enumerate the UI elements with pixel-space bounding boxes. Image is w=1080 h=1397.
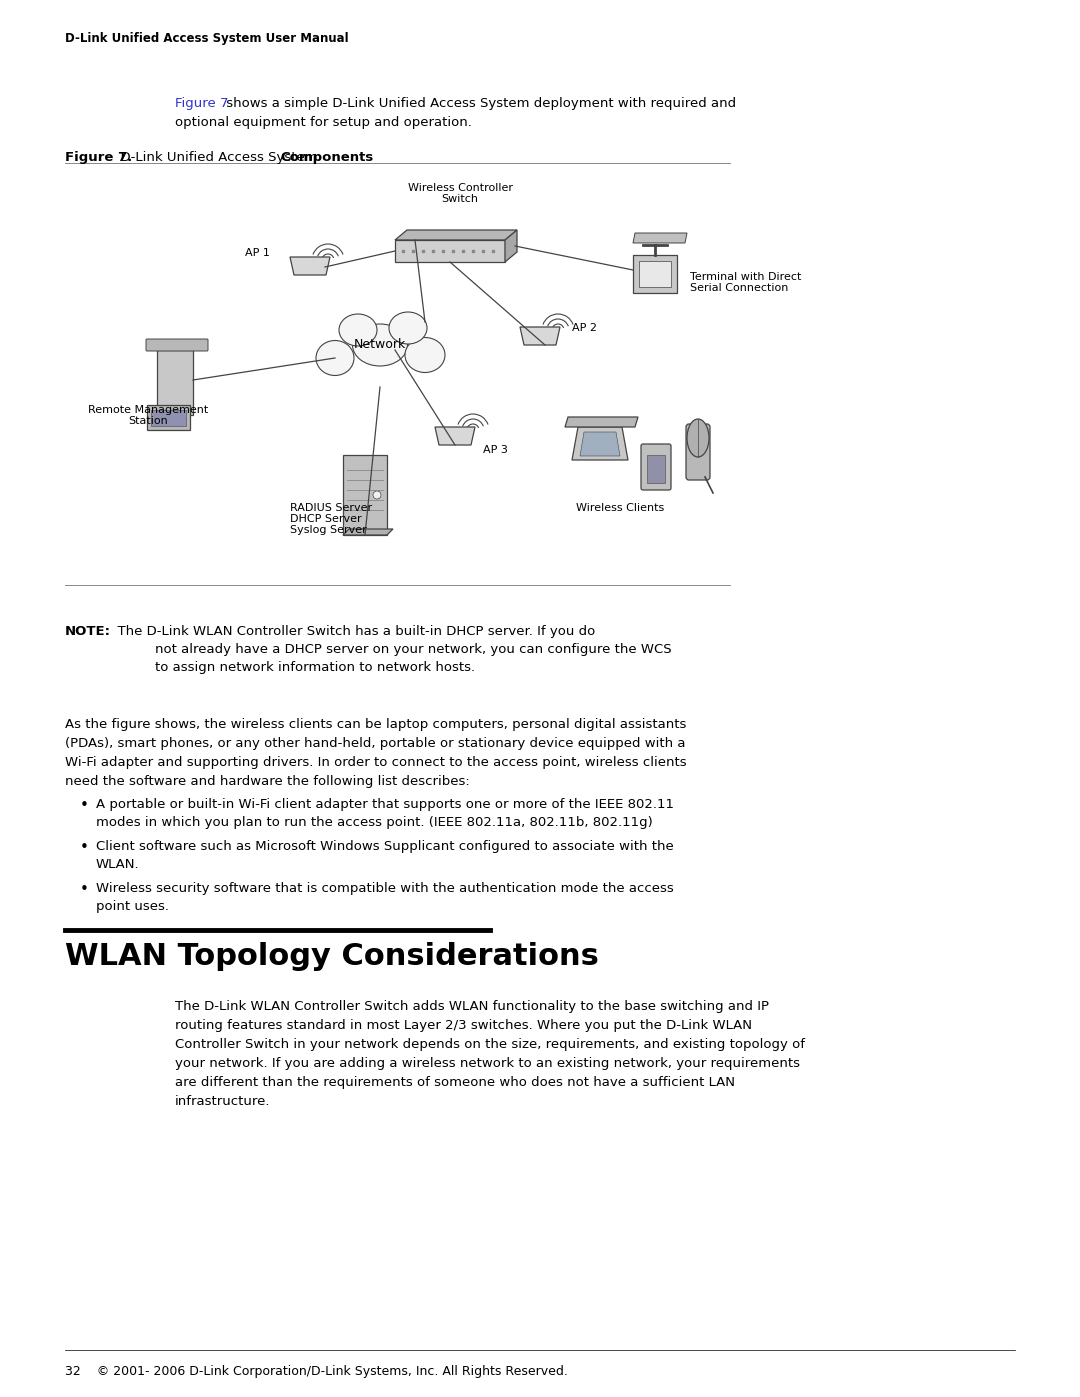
Text: (PDAs), smart phones, or any other hand-held, portable or stationary device equi: (PDAs), smart phones, or any other hand-… — [65, 738, 686, 750]
Ellipse shape — [316, 341, 354, 376]
Polygon shape — [151, 409, 186, 426]
Polygon shape — [565, 416, 638, 427]
Text: AP 2: AP 2 — [572, 323, 597, 332]
Polygon shape — [343, 529, 393, 535]
Text: Client software such as Microsoft Windows Supplicant configured to associate wit: Client software such as Microsoft Window… — [96, 840, 674, 854]
Text: •: • — [80, 882, 89, 897]
Text: Switch: Switch — [442, 194, 478, 204]
Ellipse shape — [339, 314, 377, 346]
Text: DHCP Server: DHCP Server — [291, 514, 362, 524]
Text: NOTE:: NOTE: — [65, 624, 111, 638]
Text: 32    © 2001- 2006 D-Link Corporation/D-Link Systems, Inc. All Rights Reserved.: 32 © 2001- 2006 D-Link Corporation/D-Lin… — [65, 1365, 568, 1377]
Text: Wireless Clients: Wireless Clients — [576, 503, 664, 513]
Polygon shape — [395, 231, 517, 240]
Text: WLAN Topology Considerations: WLAN Topology Considerations — [65, 942, 599, 971]
Polygon shape — [157, 351, 193, 415]
Text: •: • — [80, 840, 89, 855]
FancyBboxPatch shape — [642, 444, 671, 490]
Text: Remote Management: Remote Management — [87, 405, 208, 415]
Text: not already have a DHCP server on your network, you can configure the WCS: not already have a DHCP server on your n… — [156, 643, 672, 657]
Text: Station: Station — [129, 416, 167, 426]
FancyBboxPatch shape — [686, 425, 710, 481]
Ellipse shape — [352, 324, 407, 366]
Text: D-Link Unified Access System: D-Link Unified Access System — [112, 151, 322, 163]
Text: infrastructure.: infrastructure. — [175, 1095, 270, 1108]
Text: Network: Network — [354, 338, 406, 352]
Circle shape — [373, 490, 381, 499]
Text: Components: Components — [280, 151, 374, 163]
Polygon shape — [639, 261, 671, 286]
Text: D-Link Unified Access System User Manual: D-Link Unified Access System User Manual — [65, 32, 349, 45]
Polygon shape — [395, 240, 505, 263]
Polygon shape — [147, 405, 190, 430]
Text: shows a simple D-Link Unified Access System deployment with required and: shows a simple D-Link Unified Access Sys… — [222, 96, 737, 110]
Text: Syslog Server: Syslog Server — [291, 525, 367, 535]
Polygon shape — [435, 427, 475, 446]
Ellipse shape — [687, 419, 708, 457]
FancyBboxPatch shape — [146, 339, 208, 351]
Text: The D-Link WLAN Controller Switch adds WLAN functionality to the base switching : The D-Link WLAN Controller Switch adds W… — [175, 1000, 769, 1013]
Text: modes in which you plan to run the access point. (IEEE 802.11a, 802.11b, 802.11g: modes in which you plan to run the acces… — [96, 816, 652, 828]
Polygon shape — [505, 231, 517, 263]
Polygon shape — [580, 432, 620, 455]
Polygon shape — [291, 257, 330, 275]
Text: optional equipment for setup and operation.: optional equipment for setup and operati… — [175, 116, 472, 129]
Text: Controller Switch in your network depends on the size, requirements, and existin: Controller Switch in your network depend… — [175, 1038, 805, 1051]
FancyBboxPatch shape — [647, 455, 665, 483]
Text: AP 3: AP 3 — [483, 446, 508, 455]
Text: your network. If you are adding a wireless network to an existing network, your : your network. If you are adding a wirele… — [175, 1058, 800, 1070]
Text: are different than the requirements of someone who does not have a sufficient LA: are different than the requirements of s… — [175, 1076, 735, 1090]
Text: routing features standard in most Layer 2/3 switches. Where you put the D-Link W: routing features standard in most Layer … — [175, 1018, 752, 1032]
Text: •: • — [80, 798, 89, 813]
Text: Figure 7.: Figure 7. — [65, 151, 132, 163]
Text: to assign network information to network hosts.: to assign network information to network… — [156, 661, 475, 673]
Text: Serial Connection: Serial Connection — [690, 284, 788, 293]
Polygon shape — [633, 256, 677, 293]
Text: WLAN.: WLAN. — [96, 858, 139, 870]
Polygon shape — [519, 327, 561, 345]
Text: need the software and hardware the following list describes:: need the software and hardware the follo… — [65, 775, 470, 788]
Text: point uses.: point uses. — [96, 900, 168, 914]
Polygon shape — [343, 455, 387, 535]
Text: AP 1: AP 1 — [245, 249, 270, 258]
Text: The D-Link WLAN Controller Switch has a built-in DHCP server. If you do: The D-Link WLAN Controller Switch has a … — [109, 624, 595, 638]
Text: Terminal with Direct: Terminal with Direct — [690, 272, 801, 282]
Polygon shape — [572, 427, 627, 460]
Text: RADIUS Server: RADIUS Server — [291, 503, 373, 513]
Ellipse shape — [405, 338, 445, 373]
Text: Wireless Controller: Wireless Controller — [407, 183, 513, 193]
Polygon shape — [633, 233, 687, 243]
Text: As the figure shows, the wireless clients can be laptop computers, personal digi: As the figure shows, the wireless client… — [65, 718, 687, 731]
Text: Wireless security software that is compatible with the authentication mode the a: Wireless security software that is compa… — [96, 882, 674, 895]
Ellipse shape — [389, 312, 427, 344]
Text: A portable or built-in Wi-Fi client adapter that supports one or more of the IEE: A portable or built-in Wi-Fi client adap… — [96, 798, 674, 812]
Text: Figure 7: Figure 7 — [175, 96, 229, 110]
Text: Wi-Fi adapter and supporting drivers. In order to connect to the access point, w: Wi-Fi adapter and supporting drivers. In… — [65, 756, 687, 768]
